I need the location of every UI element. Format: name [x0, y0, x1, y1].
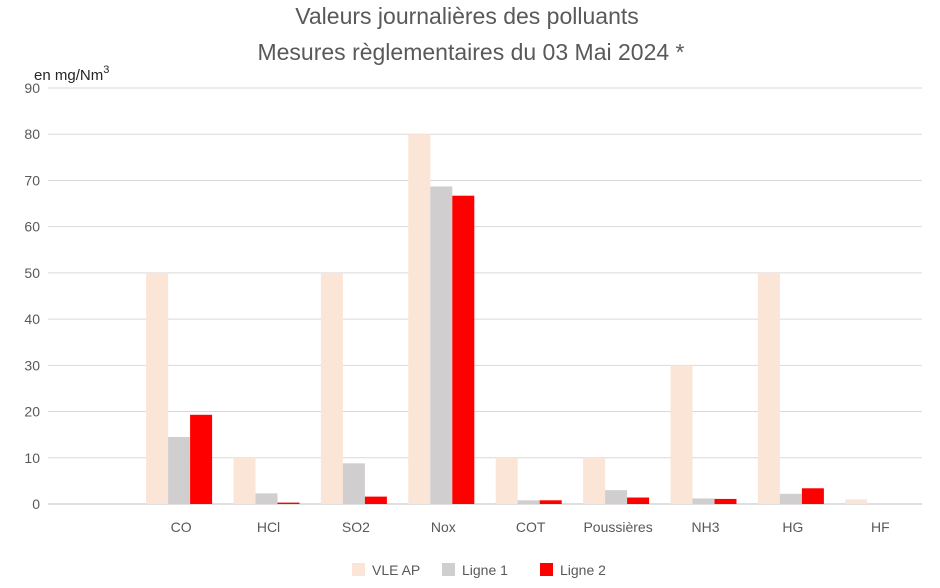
bar — [692, 498, 715, 504]
x-tick-label: CO — [171, 519, 192, 535]
bar — [452, 195, 475, 504]
bar — [168, 436, 191, 504]
legend: VLE AP Ligne 1 Ligne 2 — [352, 562, 606, 578]
bar — [190, 414, 213, 504]
bar — [779, 493, 802, 504]
bar — [430, 186, 453, 504]
bar — [364, 496, 387, 504]
x-tick-label: COT — [516, 519, 546, 535]
bar — [605, 490, 628, 504]
bar — [277, 502, 300, 504]
x-tick-label: Nox — [431, 519, 456, 535]
chart-title-line-1: Valeurs journalières des polluants — [295, 3, 639, 29]
bar — [757, 272, 780, 504]
y-tick-label: 20 — [24, 404, 40, 420]
x-tick-labels: CO HCl SO2 Nox COT Poussières NH3 HG HF — [171, 519, 890, 535]
legend-label: VLE AP — [372, 562, 420, 578]
y-tick-label: 0 — [32, 496, 40, 512]
bar — [495, 457, 518, 504]
bar — [233, 457, 256, 504]
y-tick-label: 80 — [24, 126, 40, 142]
y-tick-label: 10 — [24, 450, 40, 466]
bar — [670, 365, 693, 504]
bar — [539, 500, 562, 504]
x-tick-label: SO2 — [342, 519, 370, 535]
bar — [845, 499, 868, 504]
bar — [320, 272, 343, 504]
x-tick-label: NH3 — [691, 519, 719, 535]
legend-label: Ligne 2 — [560, 562, 606, 578]
legend-swatch — [442, 563, 455, 576]
bar — [583, 457, 606, 504]
chart-title-line-2: Mesures règlementaires du 03 Mai 2024 * — [257, 39, 684, 65]
bar — [342, 463, 365, 504]
bar — [517, 500, 540, 504]
y-tick-label: 60 — [24, 219, 40, 235]
y-tick-label: 40 — [24, 311, 40, 327]
y-tick-label: 90 — [24, 80, 40, 96]
bars — [146, 134, 868, 504]
y-tick-label: 50 — [24, 265, 40, 281]
bar — [408, 134, 431, 504]
y-axis-label: en mg/Nm3 — [34, 64, 109, 84]
y-tick-label: 70 — [24, 172, 40, 188]
x-tick-label: Poussières — [583, 519, 652, 535]
legend-label: Ligne 1 — [462, 562, 508, 578]
bar — [146, 272, 169, 504]
y-tick-labels: 0 10 20 30 40 50 60 70 80 90 — [24, 80, 40, 512]
y-axis-unit-superscript: 3 — [103, 64, 109, 76]
bar — [714, 498, 737, 504]
x-tick-label: HCl — [257, 519, 280, 535]
x-tick-label: HG — [782, 519, 803, 535]
x-tick-label: HF — [871, 519, 890, 535]
bar — [801, 488, 824, 504]
bar — [627, 497, 650, 504]
y-axis-unit: en mg/Nm — [34, 67, 103, 84]
y-tick-label: 30 — [24, 357, 40, 373]
legend-swatch — [352, 563, 365, 576]
bar — [255, 493, 278, 504]
legend-swatch — [540, 563, 553, 576]
